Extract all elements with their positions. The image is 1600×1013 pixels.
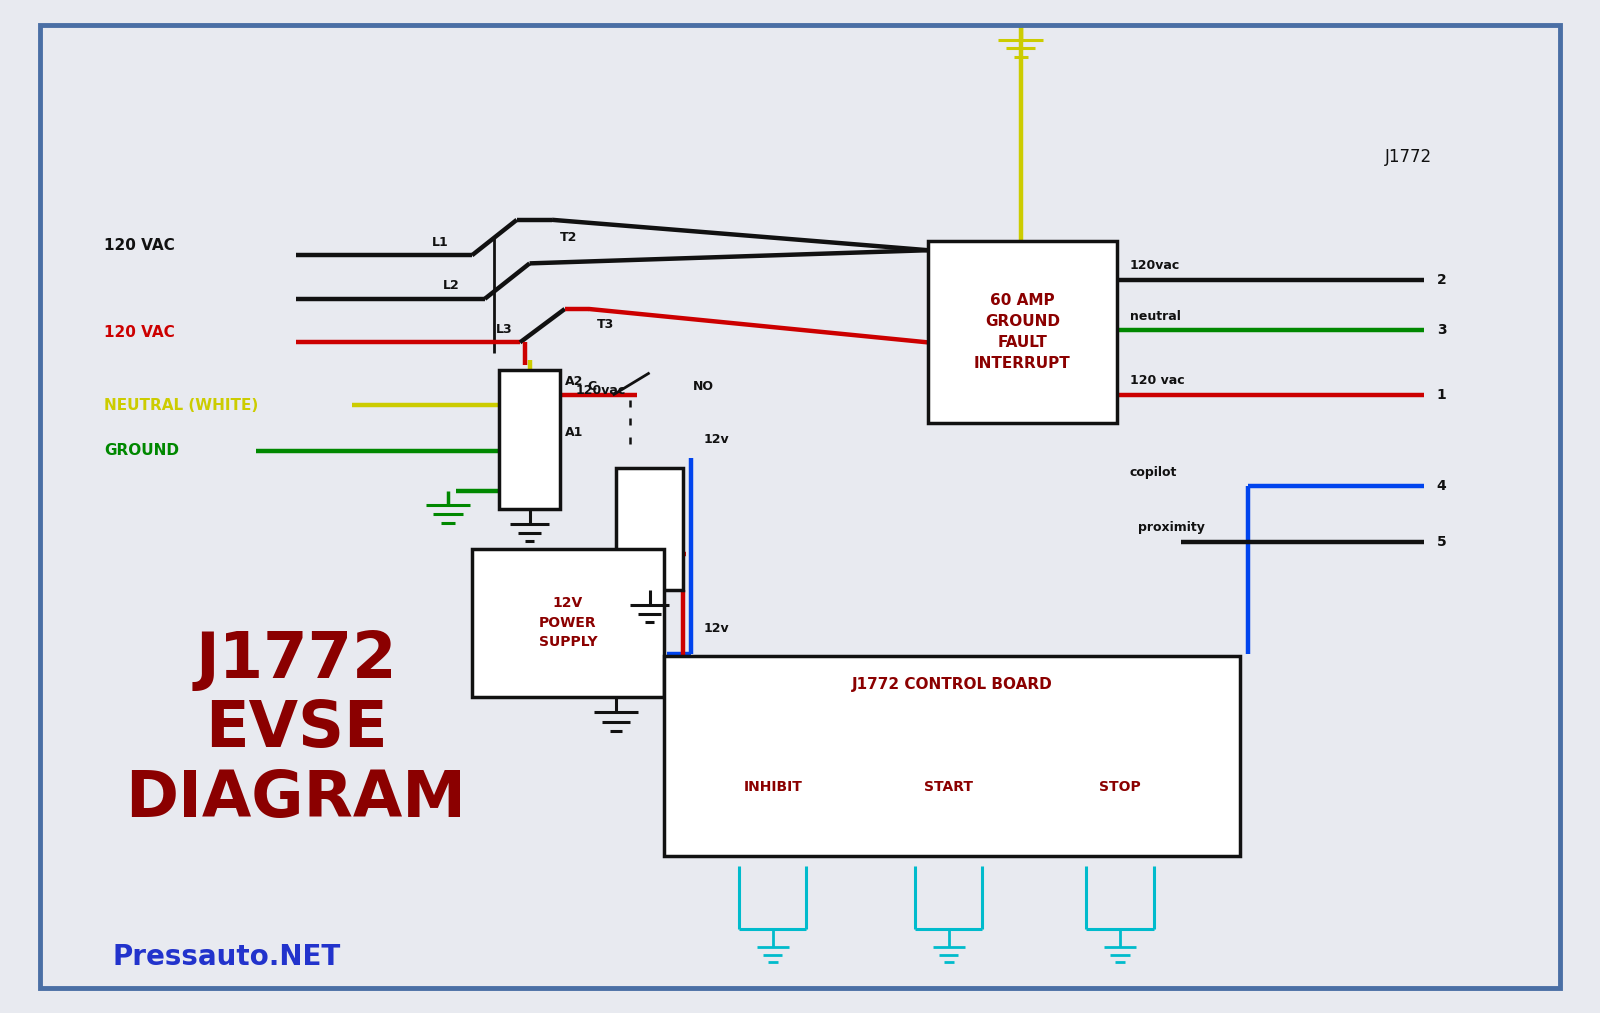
Bar [616,468,683,590]
Text: copilot: copilot [1130,466,1178,478]
Text: L2: L2 [443,280,459,292]
Bar [664,656,1240,856]
Text: 120vac: 120vac [576,384,626,396]
Text: J1772: J1772 [1386,148,1432,166]
Text: proximity: proximity [1138,522,1205,534]
Text: 120 VAC: 120 VAC [104,238,174,252]
Text: NO: NO [693,381,714,393]
Text: 2: 2 [1437,272,1446,287]
Text: J1772
EVSE
DIAGRAM: J1772 EVSE DIAGRAM [125,629,467,830]
Text: 120vac: 120vac [1130,259,1179,271]
Text: A1: A1 [565,426,582,439]
Text: 4: 4 [1437,479,1446,493]
Bar [499,370,560,509]
Text: L3: L3 [496,323,512,335]
Text: 60 AMP
GROUND
FAULT
INTERRUPT: 60 AMP GROUND FAULT INTERRUPT [974,294,1070,371]
Text: neutral: neutral [1130,310,1181,322]
Text: 3: 3 [1437,323,1446,337]
Text: C: C [587,381,597,393]
Text: 12v: 12v [704,622,730,634]
Text: NEUTRAL (WHITE): NEUTRAL (WHITE) [104,398,258,412]
Text: 5: 5 [1437,535,1446,549]
Text: L1: L1 [432,236,448,248]
Text: T3: T3 [597,318,614,330]
Text: Pressauto.NET: Pressauto.NET [112,943,341,971]
Text: STOP: STOP [1099,780,1141,794]
Text: START: START [925,780,973,794]
Text: A2: A2 [565,376,582,388]
Text: INHIBIT: INHIBIT [744,780,802,794]
Text: 1: 1 [1437,388,1446,402]
Text: 12v: 12v [704,434,730,446]
Text: T2: T2 [560,231,578,243]
Text: GROUND: GROUND [104,444,179,458]
Text: 120 vac: 120 vac [1130,375,1184,387]
Bar [472,549,664,697]
Bar [928,241,1117,423]
Text: J1772 CONTROL BOARD: J1772 CONTROL BOARD [851,678,1053,692]
Text: 120 VAC: 120 VAC [104,325,174,339]
Text: 12V
POWER
SUPPLY: 12V POWER SUPPLY [539,597,597,649]
